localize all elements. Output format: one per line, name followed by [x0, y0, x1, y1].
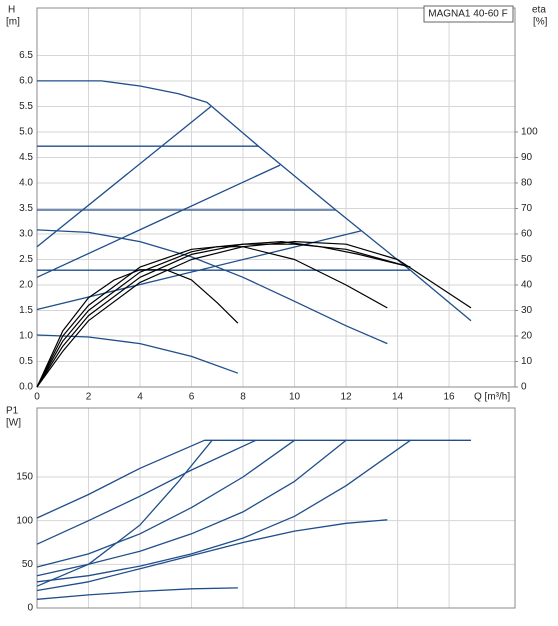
curve [36, 229, 388, 345]
y2-axis-label: eta [532, 5, 546, 16]
y-tick-label: 100 [16, 515, 33, 526]
y-axis-label: H [8, 5, 15, 16]
y-tick-label: 6.5 [19, 50, 33, 61]
y2-tick-label: 80 [521, 178, 533, 189]
x-tick-label: 16 [444, 392, 456, 403]
y2-tick-label: 90 [521, 152, 533, 163]
y2-tick-label: 100 [521, 127, 538, 138]
curve [36, 439, 295, 568]
curve [36, 439, 213, 587]
efficiency-curve [36, 241, 411, 388]
y2-tick-label: 50 [521, 254, 533, 265]
curve [36, 439, 471, 519]
y-axis-label: P1 [6, 406, 19, 417]
y2-tick-label: 30 [521, 305, 533, 316]
y2-tick-label: 0 [521, 382, 527, 393]
y-tick-label: 50 [22, 559, 34, 570]
efficiency-curve [36, 241, 472, 388]
title-box [423, 5, 514, 23]
curve [36, 587, 238, 600]
y-tick-label: 0 [27, 603, 33, 614]
chart-title: MAGNA1 40-60 F [428, 9, 507, 20]
y2-tick-label: 20 [521, 331, 533, 342]
y2-tick-label: 10 [521, 356, 533, 367]
y-tick-label: 3.5 [19, 203, 33, 214]
y-tick-label: 4.0 [19, 178, 33, 189]
curve [36, 105, 212, 248]
x-tick-label: 12 [340, 392, 352, 403]
x-axis-label: Q [m³/h] [474, 392, 510, 403]
x-tick-label: 2 [86, 392, 92, 403]
y-tick-label: 150 [16, 472, 33, 483]
efficiency-curve [36, 243, 411, 388]
y-tick-label: 2.5 [19, 254, 33, 265]
curve [36, 164, 281, 278]
y2-tick-label: 40 [521, 280, 533, 291]
y-axis-unit: [m] [6, 17, 20, 28]
y-tick-label: 0.0 [19, 382, 33, 393]
plot-frame [36, 407, 516, 609]
efficiency-curve [36, 246, 388, 388]
y-tick-label: 1.5 [19, 305, 33, 316]
y-tick-label: 0.5 [19, 356, 33, 367]
curve [36, 519, 388, 592]
x-tick-label: 4 [137, 392, 143, 403]
x-tick-label: 0 [34, 392, 40, 403]
y2-axis-unit: [%] [533, 17, 548, 28]
y-axis-unit: [W] [6, 418, 21, 429]
efficiency-curve [36, 269, 239, 388]
y-tick-label: 6.0 [19, 76, 33, 87]
x-tick-label: 6 [189, 392, 195, 403]
curve [36, 439, 411, 583]
x-tick-label: 14 [392, 392, 404, 403]
y2-tick-label: 60 [521, 229, 533, 240]
y-tick-label: 3.0 [19, 229, 33, 240]
curve [37, 80, 472, 322]
y-tick-label: 1.0 [19, 331, 33, 342]
y-tick-label: 4.5 [19, 152, 33, 163]
curve [36, 439, 257, 545]
x-tick-label: 10 [289, 392, 301, 403]
y-tick-label: 5.0 [19, 127, 33, 138]
y-tick-label: 2.0 [19, 280, 33, 291]
y-tick-label: 5.5 [19, 101, 33, 112]
x-tick-label: 8 [240, 392, 246, 403]
y2-tick-label: 70 [521, 203, 533, 214]
plot-frame [36, 7, 516, 388]
